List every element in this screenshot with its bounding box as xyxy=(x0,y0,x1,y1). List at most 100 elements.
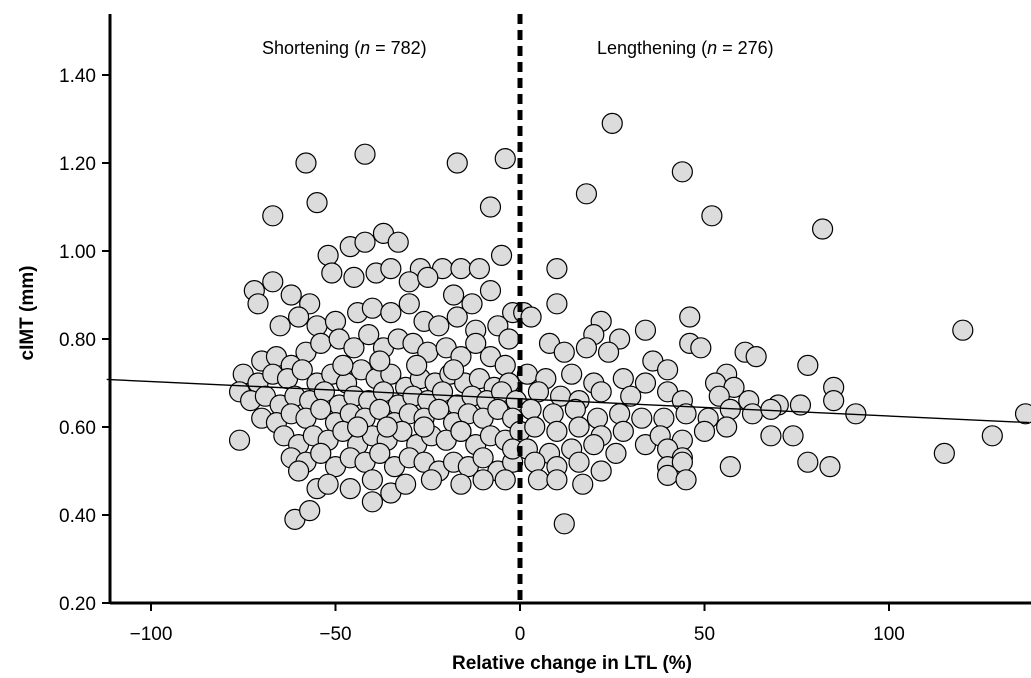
data-point xyxy=(428,315,450,337)
data-point xyxy=(546,420,568,442)
data-point xyxy=(310,332,332,354)
data-point xyxy=(288,460,310,482)
data-point xyxy=(568,451,590,473)
data-point xyxy=(494,354,516,376)
data-point xyxy=(575,183,598,205)
data-point xyxy=(468,258,491,280)
data-point xyxy=(546,258,568,280)
data-point xyxy=(553,341,575,363)
data-point xyxy=(494,469,516,491)
data-point xyxy=(291,359,313,381)
data-point xyxy=(797,451,819,473)
data-point xyxy=(656,464,679,486)
data-point xyxy=(490,244,513,266)
annotation-shortening-n: n xyxy=(360,38,370,58)
data-point xyxy=(361,297,383,319)
data-point xyxy=(933,442,955,464)
data-point xyxy=(952,319,974,341)
data-point xyxy=(605,442,627,464)
data-point xyxy=(295,152,317,174)
data-point xyxy=(631,407,653,429)
data-point xyxy=(612,368,634,390)
data-point xyxy=(461,293,483,315)
data-point xyxy=(553,513,575,535)
data-point xyxy=(760,398,782,420)
y-axis-ticks: 0.20 0.40 0.60 0.80 1.00 1.20 1.40 xyxy=(59,66,110,615)
data-point xyxy=(586,407,609,429)
data-point xyxy=(546,293,568,315)
x-tick-label: −50 xyxy=(319,624,351,645)
data-point xyxy=(819,456,841,478)
data-point xyxy=(380,302,402,324)
data-point xyxy=(339,478,361,500)
data-point xyxy=(520,398,542,420)
x-axis-ticks: −100 −50 0 50 100 xyxy=(130,603,905,645)
data-point xyxy=(398,293,420,315)
data-point xyxy=(716,416,738,438)
data-point xyxy=(450,473,472,495)
annotation-lengthening-suffix: = 276) xyxy=(717,38,774,58)
data-point xyxy=(568,416,590,438)
y-tick-label: 1.00 xyxy=(59,242,96,263)
data-point xyxy=(609,403,631,425)
data-point xyxy=(428,398,450,420)
data-point xyxy=(620,385,642,407)
data-point xyxy=(262,205,284,227)
annotation-shortening: Shortening (n = 782) xyxy=(262,38,427,58)
data-point xyxy=(398,271,420,293)
data-point xyxy=(269,315,291,337)
data-point xyxy=(719,456,741,478)
annotation-lengthening-n: n xyxy=(707,38,717,58)
data-point xyxy=(612,420,634,442)
data-point xyxy=(332,354,354,376)
x-tick-label: 0 xyxy=(515,624,526,645)
x-tick-label: 50 xyxy=(694,624,715,645)
data-point xyxy=(597,341,620,363)
data-point xyxy=(442,359,465,381)
data-point xyxy=(981,425,1003,447)
data-point xyxy=(317,244,339,266)
data-point xyxy=(417,266,439,288)
data-point xyxy=(354,231,376,253)
regression-line xyxy=(106,378,1030,424)
annotation-lengthening-prefix: Lengthening ( xyxy=(597,38,707,58)
data-point xyxy=(656,359,679,381)
data-point xyxy=(690,337,712,359)
data-point xyxy=(324,310,347,332)
data-point xyxy=(653,407,675,429)
data-point xyxy=(347,416,369,438)
data-point xyxy=(465,332,487,354)
data-point xyxy=(446,152,468,174)
data-point xyxy=(693,420,716,442)
data-point xyxy=(498,328,520,350)
data-point xyxy=(299,500,321,522)
x-tick-label: −100 xyxy=(130,624,173,645)
data-point xyxy=(494,148,516,170)
data-point xyxy=(380,258,402,280)
annotation-shortening-prefix: Shortening ( xyxy=(262,38,360,58)
data-point xyxy=(575,337,598,359)
data-point xyxy=(288,306,310,328)
data-point xyxy=(524,416,546,438)
data-point xyxy=(310,398,332,420)
data-point xyxy=(520,306,542,328)
data-point xyxy=(789,394,812,416)
data-point xyxy=(450,420,472,442)
data-point xyxy=(701,205,723,227)
data-point xyxy=(572,473,594,495)
annotation-lengthening: Lengthening (n = 276) xyxy=(597,38,774,58)
data-point xyxy=(413,416,435,438)
data-point xyxy=(675,469,697,491)
data-point xyxy=(450,258,472,280)
data-point xyxy=(361,469,383,491)
data-point xyxy=(561,363,583,385)
data-point xyxy=(262,271,284,293)
data-point xyxy=(406,354,428,376)
data-point xyxy=(420,469,443,491)
annotation-shortening-suffix: = 782) xyxy=(370,38,427,58)
data-point xyxy=(675,403,697,425)
data-points xyxy=(228,112,1031,535)
data-point xyxy=(343,337,365,359)
data-point xyxy=(321,262,343,284)
